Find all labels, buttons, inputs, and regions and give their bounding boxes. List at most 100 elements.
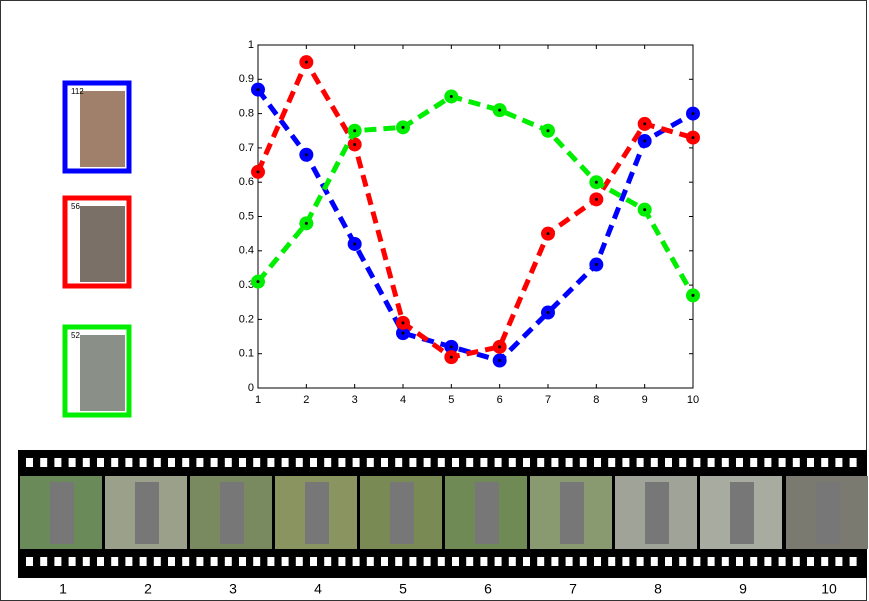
film-hole (153, 557, 161, 566)
y-tick-label: 0.5 (239, 210, 254, 222)
film-hole (139, 458, 147, 467)
film-hole (196, 557, 204, 566)
film-hole (210, 557, 218, 566)
film-hole (707, 557, 715, 566)
frame-label: 1 (59, 581, 67, 597)
film-hole (452, 458, 459, 467)
film-hole (210, 458, 218, 467)
film-hole (579, 458, 587, 467)
film-hole (295, 458, 303, 467)
film-hole (622, 557, 630, 566)
film-hole (239, 458, 246, 467)
film-hole (466, 557, 474, 566)
plot-area (257, 44, 694, 389)
film-hole (494, 458, 502, 467)
film-hole (565, 557, 573, 566)
film-hole (338, 557, 346, 566)
film-hole (253, 557, 261, 566)
film-hole (366, 557, 374, 566)
film-hole (125, 458, 133, 467)
film-hole (26, 557, 33, 566)
film-hole (594, 458, 601, 467)
y-tick-label: 1 (248, 39, 254, 51)
film-hole (423, 557, 431, 566)
film-hole (267, 458, 275, 467)
film-hole (537, 557, 545, 566)
frame-label: 8 (654, 581, 662, 597)
film-hole (324, 458, 332, 467)
film-hole (352, 458, 360, 467)
film-hole (551, 458, 559, 467)
film-hole (594, 557, 601, 566)
film-hole (111, 557, 119, 566)
y-tick-label: 0.2 (239, 313, 254, 325)
point-center (304, 60, 308, 64)
film-hole (82, 458, 90, 467)
point-center (449, 355, 453, 359)
point-center (691, 293, 695, 297)
y-tick-label: 0.4 (239, 245, 254, 257)
film-hole (736, 458, 743, 467)
runner (475, 482, 499, 544)
runner (50, 482, 74, 544)
film-hole (523, 557, 530, 566)
film-hole (792, 458, 800, 467)
y-tick-label: 0.7 (239, 142, 254, 154)
film-hole (395, 458, 403, 467)
film-hole (537, 458, 545, 467)
film-hole (437, 557, 445, 566)
x-tick-label: 7 (545, 394, 551, 406)
film-hole (267, 557, 275, 566)
point-center (546, 311, 550, 315)
film-hole (395, 557, 403, 566)
film-hole (224, 557, 232, 566)
film-hole (437, 458, 445, 467)
runner (730, 482, 754, 544)
frame-label: 4 (314, 581, 322, 597)
film-hole (168, 557, 175, 566)
film-hole (295, 557, 303, 566)
thumbnail-label: 56 (71, 202, 80, 211)
film-hole (54, 557, 62, 566)
film-hole (452, 557, 459, 566)
point-center (401, 321, 405, 325)
film-hole (835, 458, 843, 467)
film-hole (778, 458, 786, 467)
film-hole (636, 458, 644, 467)
film-hole (764, 458, 772, 467)
film-hole (366, 458, 374, 467)
x-tick-label: 10 (687, 394, 699, 406)
film-hole (736, 557, 743, 566)
runner (645, 482, 669, 544)
frame-label: 3 (229, 581, 237, 597)
film-hole (679, 557, 687, 566)
thumbnail-image (80, 91, 125, 167)
point-center (594, 263, 598, 267)
frame-label: 2 (144, 581, 152, 597)
film-hole (807, 557, 814, 566)
film-hole (693, 557, 701, 566)
point-center (498, 359, 502, 363)
runner (305, 482, 329, 544)
point-center (256, 88, 260, 92)
film-hole (523, 458, 530, 467)
x-tick-label: 6 (497, 394, 503, 406)
film-hole (821, 557, 829, 566)
point-center (353, 129, 357, 133)
film-hole (409, 557, 417, 566)
point-center (304, 221, 308, 225)
film-hole (182, 458, 190, 467)
film-hole (480, 458, 488, 467)
point-center (643, 139, 647, 143)
point-center (546, 129, 550, 133)
film-hole (821, 458, 829, 467)
film-hole (196, 458, 204, 467)
series-line (256, 93, 696, 297)
y-tick-label: 0.9 (239, 73, 254, 85)
y-tick-label: 0.8 (239, 108, 254, 120)
film-hole (338, 458, 346, 467)
point-center (594, 197, 598, 201)
film-hole (168, 458, 175, 467)
y-tick-label: 0.3 (239, 279, 254, 291)
film-hole (40, 458, 48, 467)
